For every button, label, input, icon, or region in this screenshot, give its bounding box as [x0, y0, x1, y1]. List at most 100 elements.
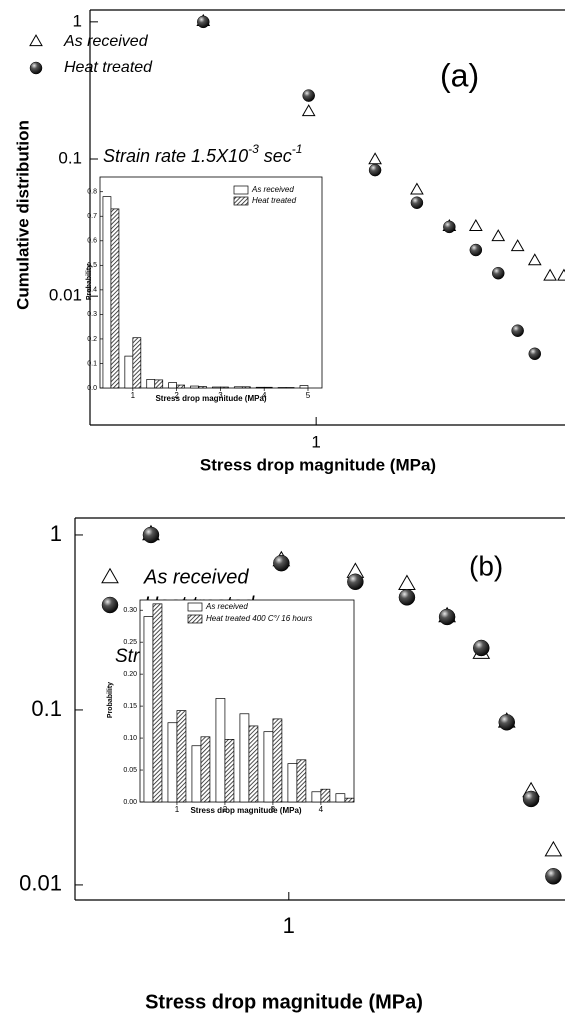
- bar: [215, 698, 226, 803]
- bar: [154, 379, 164, 389]
- bar: [132, 337, 142, 389]
- y-tick-label: 0.20: [123, 671, 137, 678]
- bar: [176, 384, 185, 389]
- marker-sphere: [545, 868, 562, 885]
- x-tick-label: 1: [311, 432, 320, 451]
- marker-triangle: [301, 104, 316, 117]
- y-tick-label: 0.2: [87, 336, 97, 343]
- bar: [190, 385, 199, 389]
- y-tick-label: 0.00: [123, 799, 137, 806]
- marker-triangle: [101, 567, 119, 584]
- x-tick-label: 3: [218, 391, 223, 400]
- bar: [263, 386, 273, 389]
- marker-sphere: [473, 639, 490, 657]
- marker-triangle: [468, 218, 483, 231]
- y-tick-label: 0.4: [87, 287, 97, 294]
- bar: [220, 386, 229, 389]
- y-tick-label: 0.8: [87, 189, 97, 196]
- legend-label: As received: [143, 566, 249, 588]
- legend-swatch: [233, 196, 249, 206]
- bar: [255, 386, 265, 389]
- marker-sphere: [101, 596, 119, 614]
- panel-label: (b): [469, 550, 503, 581]
- marker-sphere: [498, 714, 516, 731]
- marker-sphere: [469, 243, 483, 257]
- bar: [311, 791, 322, 803]
- marker-sphere: [347, 573, 364, 591]
- bar: [320, 788, 331, 803]
- marker-triangle: [29, 34, 43, 47]
- x-tick-label: 5: [306, 391, 311, 400]
- legend-label: As received: [63, 33, 149, 50]
- legend-label: Heat treated: [64, 59, 153, 76]
- y-tick-label: 0.1: [31, 696, 62, 721]
- y-tick-label: 1: [50, 521, 62, 546]
- bar: [248, 725, 259, 803]
- y-tick-label: 0.25: [123, 639, 137, 646]
- marker-sphere: [522, 790, 540, 808]
- bar: [296, 759, 307, 803]
- marker-triangle: [557, 268, 565, 281]
- y-tick-label: 0.15: [123, 703, 137, 710]
- marker-triangle: [491, 229, 506, 242]
- bar: [299, 385, 309, 389]
- bar: [241, 386, 251, 389]
- bar: [168, 382, 177, 389]
- bar: [198, 386, 207, 389]
- marker-sphere: [438, 608, 456, 626]
- marker-sphere: [302, 89, 315, 102]
- marker-sphere: [29, 61, 43, 75]
- x-axis-label: Stress drop magnitude (MPa): [155, 394, 266, 403]
- marker-sphere: [410, 196, 424, 209]
- legend-label: Heat treated: [252, 196, 297, 205]
- y-tick-label: 0.30: [123, 607, 137, 614]
- bar: [146, 379, 156, 389]
- y-tick-label: 0.1: [58, 148, 82, 167]
- x-tick-label: 4: [319, 805, 324, 814]
- x-tick-label: 4: [262, 391, 267, 400]
- legend-label: Heat treated 400 C°/ 16 hours: [206, 614, 312, 623]
- legend-swatch: [233, 185, 249, 195]
- marker-sphere: [491, 266, 505, 280]
- y-tick-label: 0.05: [123, 767, 137, 774]
- x-tick-label: 3: [271, 805, 276, 814]
- y-tick-label: 0.1: [87, 360, 97, 367]
- bar: [335, 793, 346, 803]
- bar: [344, 797, 355, 803]
- bar: [272, 718, 283, 803]
- bar: [124, 355, 134, 389]
- y-axis-label: Cumulative distribution: [13, 120, 32, 310]
- y-axis-label: Probability: [107, 682, 114, 718]
- bar: [191, 745, 202, 803]
- bar: [200, 736, 211, 803]
- y-tick-label: 1: [73, 11, 82, 30]
- marker-sphere: [273, 554, 290, 572]
- bar: [287, 763, 298, 803]
- y-tick-label: 0.10: [123, 735, 137, 742]
- x-tick-label: 2: [223, 805, 228, 814]
- bar: [239, 713, 250, 803]
- legend-label: As received: [251, 185, 294, 194]
- x-axis-label: Stress drop magnitude (MPa): [200, 455, 436, 474]
- marker-triangle: [544, 840, 563, 857]
- marker-sphere: [528, 347, 542, 361]
- y-tick-label: 0.6: [87, 238, 97, 245]
- y-tick-label: 0.5: [87, 262, 97, 269]
- marker-sphere: [368, 163, 382, 177]
- x-tick-label: 1: [175, 805, 180, 814]
- y-tick-label: 0.01: [49, 286, 82, 305]
- y-tick-label: 0.01: [19, 871, 62, 896]
- bar: [110, 208, 120, 389]
- x-tick-label: 1: [131, 391, 136, 400]
- bar: [167, 722, 178, 803]
- x-axis-label: Stress drop magnitude (MPa): [145, 991, 423, 1013]
- legend-label: As received: [205, 602, 248, 611]
- marker-sphere: [443, 220, 456, 234]
- bar: [224, 739, 235, 803]
- marker-sphere: [398, 589, 416, 606]
- y-tick-label: 0.3: [87, 311, 97, 318]
- annotation: Strain rate 1.5X10-3 sec-1: [103, 142, 302, 166]
- legend-swatch: [187, 602, 203, 612]
- legend-swatch: [187, 614, 203, 624]
